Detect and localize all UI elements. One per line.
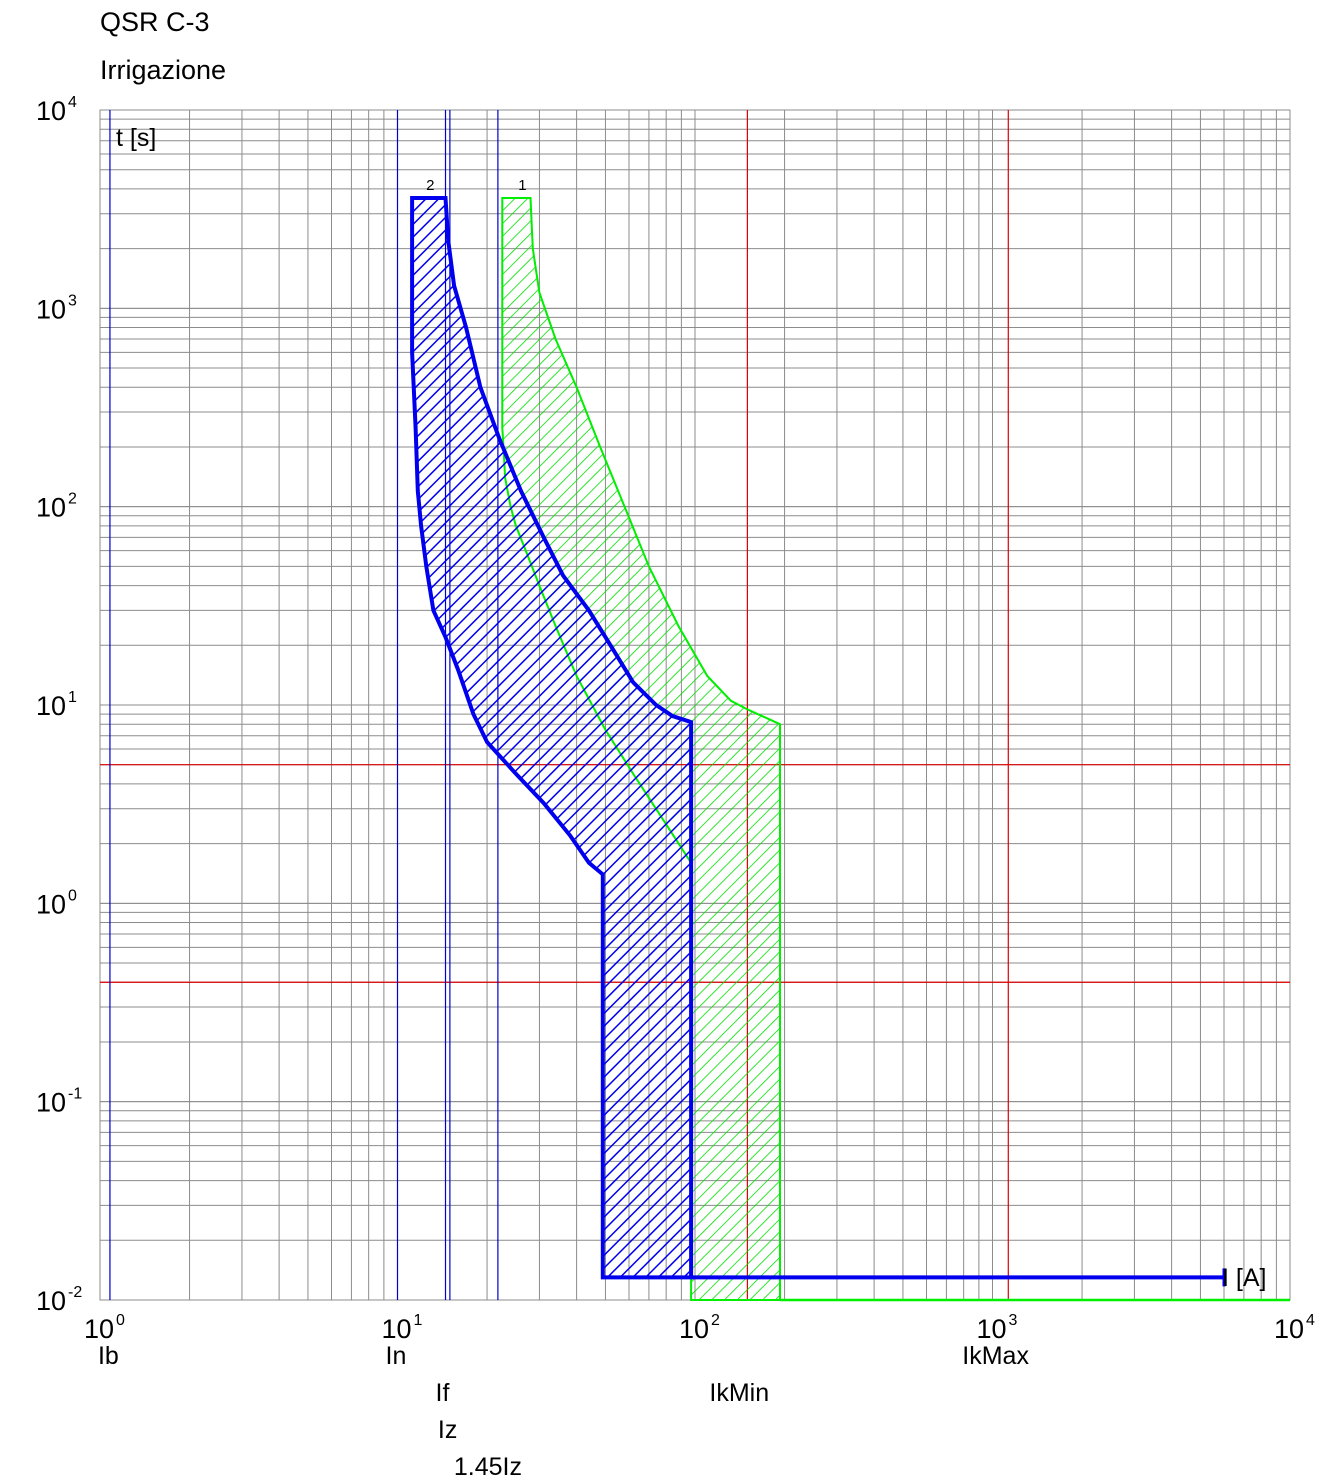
marker-label-1-45iz: 1.45Iz bbox=[454, 1453, 522, 1481]
y-tick-label: 10 -2 bbox=[36, 1284, 82, 1316]
x-tick-label: 10 0 bbox=[84, 1312, 125, 1344]
marker-label-ikmax: IkMax bbox=[962, 1342, 1029, 1370]
x-tick-label: 10 3 bbox=[977, 1312, 1018, 1344]
y-tick-label: 10 1 bbox=[36, 689, 77, 721]
y-tick-label: 10 3 bbox=[36, 292, 77, 324]
marker-label-ib: Ib bbox=[98, 1342, 119, 1370]
marker-labels: Ib In If Iz 1.45Iz IkMin IkMax bbox=[98, 1342, 1030, 1481]
series-layer: 12 bbox=[410, 177, 1290, 1302]
y-tick-label: 10 4 bbox=[36, 94, 77, 126]
series-2-band bbox=[410, 196, 694, 1280]
chart-header-line2: Irrigazione bbox=[100, 55, 226, 85]
marker-label-in: In bbox=[386, 1342, 407, 1370]
x-tick-label: 10 2 bbox=[679, 1312, 720, 1344]
y-tick-label: 10 0 bbox=[36, 887, 77, 919]
y-axis-label: t [s] bbox=[116, 124, 156, 152]
x-tick-label: 10 1 bbox=[382, 1312, 423, 1344]
x-axis-label: I [A] bbox=[1222, 1264, 1266, 1292]
x-tick-label: 10 4 bbox=[1274, 1312, 1315, 1344]
marker-label-ikmin: IkMin bbox=[709, 1379, 769, 1407]
marker-label-iz: Iz bbox=[438, 1416, 457, 1444]
series-1-label: 1 bbox=[518, 177, 526, 194]
y-tick-label: 10 2 bbox=[36, 491, 77, 523]
marker-label-if: If bbox=[436, 1379, 450, 1407]
chart-header-line1: QSR C-3 bbox=[100, 7, 210, 37]
series-2-label: 2 bbox=[426, 177, 434, 194]
y-tick-label: 10 -1 bbox=[36, 1086, 82, 1118]
